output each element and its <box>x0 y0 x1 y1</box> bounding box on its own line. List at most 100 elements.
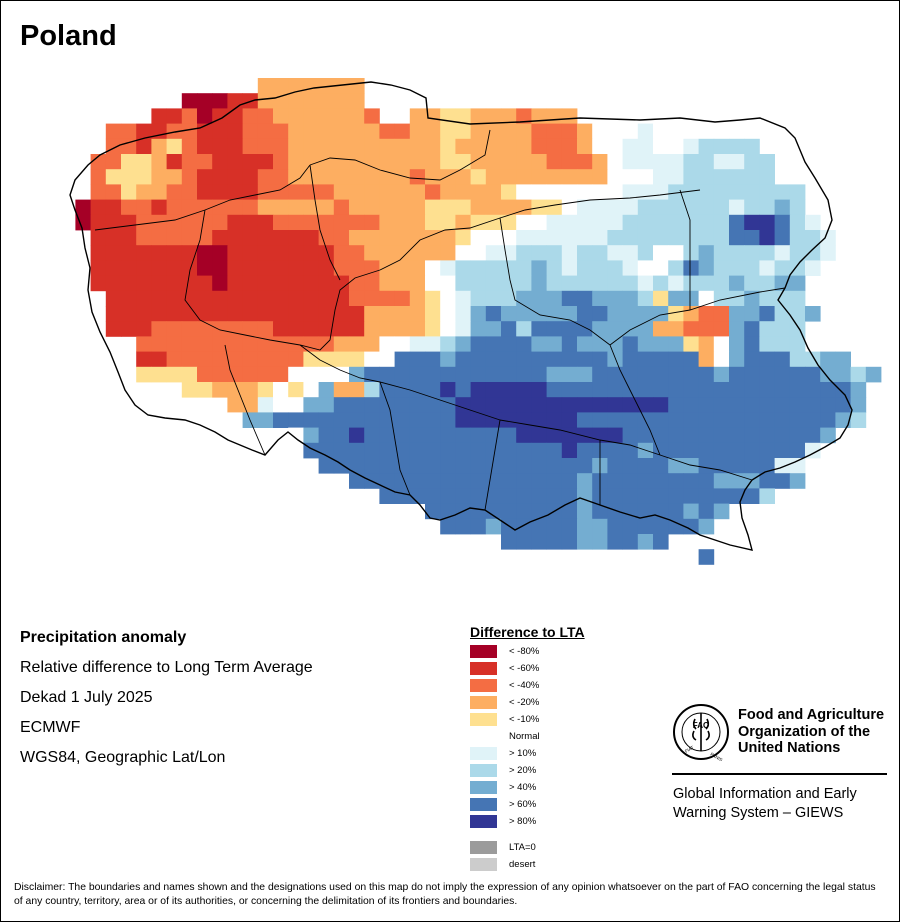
anomaly-cell <box>759 366 775 383</box>
anomaly-cell <box>151 245 167 261</box>
anomaly-cell <box>166 154 183 170</box>
anomaly-cell <box>303 412 319 428</box>
anomaly-cell <box>713 154 730 170</box>
anomaly-cell <box>90 275 107 292</box>
anomaly-cell <box>637 230 654 246</box>
anomaly-cell <box>303 199 319 216</box>
anomaly-cell <box>789 473 806 489</box>
anomaly-cell <box>531 169 547 185</box>
anomaly-cell <box>273 78 289 94</box>
anomaly-cell <box>394 397 411 413</box>
anomaly-cell <box>364 290 380 307</box>
anomaly-cell <box>288 290 304 307</box>
anomaly-cell <box>501 534 517 550</box>
anomaly-cell <box>759 154 775 170</box>
anomaly-cell <box>759 488 775 504</box>
anomaly-cell <box>181 275 198 292</box>
anomaly-cell <box>774 230 791 246</box>
anomaly-cell <box>121 290 137 307</box>
anomaly-cell <box>409 427 426 444</box>
anomaly-cell <box>607 138 623 155</box>
anomaly-cell <box>440 260 456 276</box>
anomaly-cell <box>607 275 623 292</box>
anomaly-cell <box>774 275 791 292</box>
anomaly-cell <box>501 123 517 140</box>
anomaly-cell <box>607 473 623 489</box>
anomaly-cell <box>303 321 319 337</box>
anomaly-cell <box>242 184 259 200</box>
anomaly-cell <box>805 397 821 413</box>
anomaly-cell <box>531 154 547 170</box>
anomaly-cell <box>607 412 623 428</box>
anomaly-cell <box>501 427 517 444</box>
anomaly-cell <box>394 366 411 383</box>
anomaly-cell <box>257 169 274 185</box>
anomaly-cell <box>561 138 578 155</box>
anomaly-cell <box>546 290 563 307</box>
anomaly-cell <box>516 366 532 383</box>
anomaly-cell <box>470 503 487 520</box>
anomaly-cell <box>622 214 639 231</box>
anomaly-cell <box>440 245 456 261</box>
anomaly-cell <box>212 93 228 109</box>
anomaly-cell <box>516 123 532 140</box>
anomaly-cell <box>470 382 487 398</box>
anomaly-cell <box>333 108 350 124</box>
anomaly-cell <box>242 382 259 398</box>
anomaly-cell <box>698 138 715 155</box>
anomaly-cell <box>729 169 745 185</box>
anomaly-cell <box>212 321 228 337</box>
anomaly-cell <box>379 214 395 231</box>
anomaly-cell <box>546 321 563 337</box>
anomaly-cell <box>303 169 319 185</box>
anomaly-cell <box>561 290 578 307</box>
anomaly-cell <box>607 518 623 535</box>
anomaly-cell <box>789 275 806 292</box>
anomaly-cell <box>668 473 684 489</box>
legend-swatch <box>470 645 497 658</box>
anomaly-cell <box>546 169 563 185</box>
anomaly-cell <box>577 412 593 428</box>
anomaly-cell <box>318 154 335 170</box>
anomaly-cell <box>333 382 350 398</box>
anomaly-cell <box>75 199 91 216</box>
anomaly-cell <box>455 382 471 398</box>
anomaly-cell <box>531 260 547 276</box>
anomaly-cell <box>501 473 517 489</box>
legend-label: desert <box>509 859 536 870</box>
anomaly-cell <box>181 123 198 140</box>
anomaly-cell <box>789 230 806 246</box>
anomaly-cell <box>637 518 654 535</box>
anomaly-cell <box>257 230 274 246</box>
anomaly-cell <box>485 108 502 124</box>
anomaly-cell <box>561 108 578 124</box>
anomaly-cell <box>303 366 319 383</box>
anomaly-cell <box>637 184 654 200</box>
anomaly-cell <box>759 169 775 185</box>
anomaly-cell <box>75 214 91 231</box>
anomaly-cell <box>653 534 669 550</box>
anomaly-cell <box>409 442 426 459</box>
anomaly-cell <box>561 397 578 413</box>
anomaly-cell <box>440 351 456 368</box>
anomaly-cell <box>683 306 699 322</box>
anomaly-cell <box>637 214 654 231</box>
anomaly-cell <box>212 123 228 140</box>
anomaly-cell <box>653 442 669 459</box>
anomaly-cell <box>592 397 608 413</box>
anomaly-cell <box>637 534 654 550</box>
anomaly-cell <box>744 275 760 292</box>
fao-name-line2: Organization of the <box>738 723 871 740</box>
anomaly-cell <box>227 275 243 292</box>
anomaly-cell <box>470 336 487 352</box>
anomaly-cell <box>440 230 456 246</box>
anomaly-cell <box>121 214 137 231</box>
anomaly-cell <box>501 397 517 413</box>
anomaly-cell <box>850 382 867 398</box>
anomaly-cell <box>805 366 821 383</box>
anomaly-cell <box>197 93 213 109</box>
anomaly-cell <box>713 503 730 520</box>
anomaly-cell <box>227 290 243 307</box>
svg-text:FAO: FAO <box>693 721 709 730</box>
